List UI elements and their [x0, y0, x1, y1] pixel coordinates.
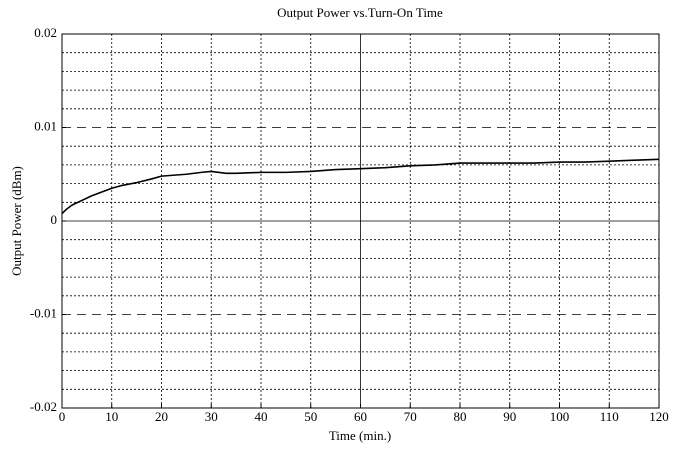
x-tick-label: 120	[649, 409, 669, 424]
x-tick-label: 20	[155, 409, 168, 424]
x-axis-label: Time (min.)	[329, 428, 391, 443]
y-tick-label: -0.02	[30, 399, 57, 414]
x-tick-label: 90	[503, 409, 516, 424]
y-tick-label: -0.01	[30, 305, 57, 320]
x-tick-label: 60	[354, 409, 367, 424]
y-tick-label: 0.01	[34, 118, 57, 133]
data-line	[61, 158, 660, 215]
x-tick-label: 40	[255, 409, 268, 424]
y-tick-label: 0	[51, 212, 58, 227]
chart-title: Output Power vs.Turn-On Time	[277, 5, 443, 20]
x-tick-label: 100	[550, 409, 570, 424]
y-axis-label: Output Power (dBm)	[9, 166, 24, 276]
x-tick-label: 110	[600, 409, 619, 424]
x-tick-label: 50	[304, 409, 317, 424]
x-tick-label: 70	[404, 409, 417, 424]
x-tick-label: 10	[105, 409, 118, 424]
plot-frame	[61, 33, 660, 409]
x-tick-label: 30	[205, 409, 218, 424]
x-tick-label: 80	[454, 409, 467, 424]
y-tick-label: 0.02	[34, 25, 57, 40]
x-tick-label: 0	[59, 409, 66, 424]
